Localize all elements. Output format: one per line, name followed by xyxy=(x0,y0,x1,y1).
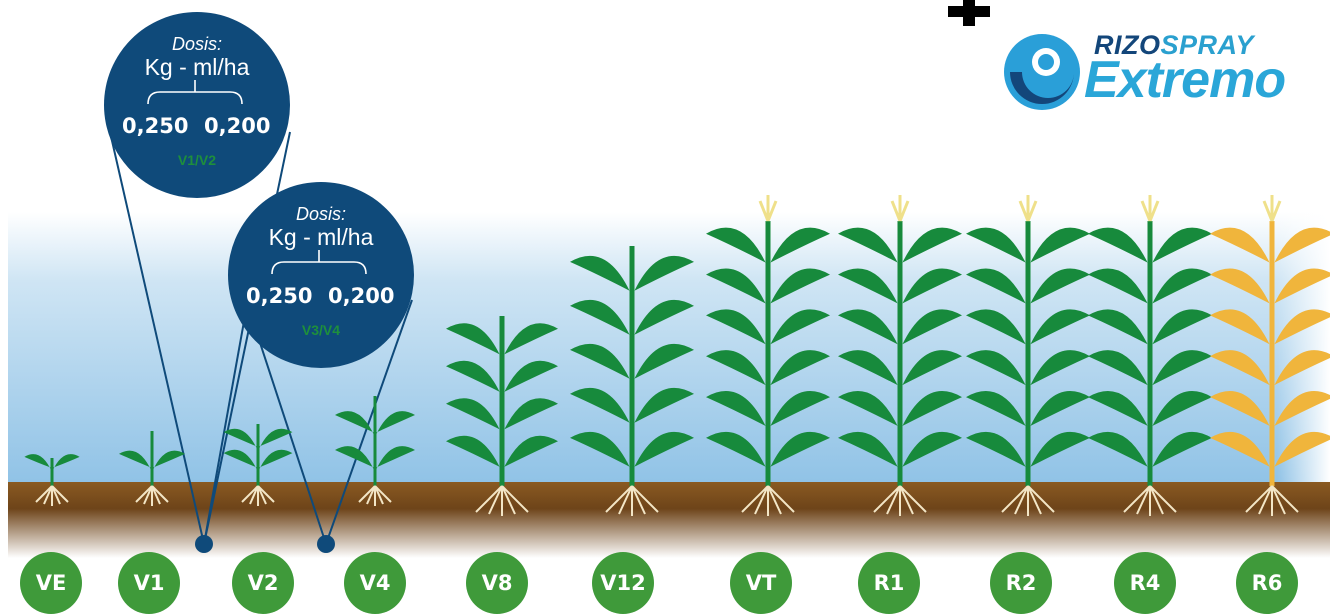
logo-wordmark: RIZOSPRAY xyxy=(1094,30,1254,61)
dose-value-kg: 0,250 xyxy=(246,284,313,308)
application-point-marker xyxy=(317,535,335,553)
dose-bracket xyxy=(147,80,243,105)
stage-badge-v12: V12 xyxy=(592,552,654,614)
logo-rizo: RIZO xyxy=(1094,30,1161,60)
stage-badge-r4: R4 xyxy=(1114,552,1176,614)
stage-badge-vt: VT xyxy=(730,552,792,614)
stage-badge-ve: VE xyxy=(20,552,82,614)
maize-plant-r6 xyxy=(1210,195,1330,516)
plus-icon xyxy=(948,0,990,26)
maize-plant-v2 xyxy=(223,424,293,506)
stage-badge-r1: R1 xyxy=(858,552,920,614)
maize-plant-v4 xyxy=(335,396,415,506)
dose-value-kg: 0,250 xyxy=(122,114,189,138)
maize-plant-v12 xyxy=(570,246,694,516)
dose-value-ml: 0,200 xyxy=(328,284,395,308)
soil-band xyxy=(8,482,1330,558)
dose-title: Dosis: xyxy=(295,204,346,224)
stage-badge-v4: V4 xyxy=(344,552,406,614)
dose-bracket xyxy=(271,250,367,275)
maize-plant-vt xyxy=(706,195,830,516)
maize-plant-ve xyxy=(24,454,80,506)
application-point-marker xyxy=(195,535,213,553)
rizospray-logo: RIZOSPRAY Extremo xyxy=(998,0,1318,110)
dose-callout-v1-v2: Dosis: Kg - ml/ha 0,250 0,200 V1/V2 xyxy=(104,12,290,198)
maize-plant-v1 xyxy=(119,431,185,506)
logo-swirl-icon xyxy=(1004,34,1080,110)
logo-spray: SPRAY xyxy=(1160,30,1255,60)
dose-stage: V3/V4 xyxy=(301,322,341,338)
stage-badge-v8: V8 xyxy=(466,552,528,614)
logo-product-name: Extremo xyxy=(1084,51,1286,109)
dose-unit: Kg - ml/ha xyxy=(268,224,374,250)
maize-plant-r1 xyxy=(838,195,962,516)
dose-value-ml: 0,200 xyxy=(204,114,271,138)
maize-plant-r4 xyxy=(1088,195,1212,516)
maize-plant-r2 xyxy=(966,195,1090,516)
maize-plant-v8 xyxy=(446,316,558,516)
dose-unit: Kg - ml/ha xyxy=(144,54,250,80)
stage-badge-v2: V2 xyxy=(232,552,294,614)
stage-badge-v1: V1 xyxy=(118,552,180,614)
dose-callout-v3-v4: Dosis: Kg - ml/ha 0,250 0,200 V3/V4 xyxy=(228,182,414,368)
stage-badge-r6: R6 xyxy=(1236,552,1298,614)
dose-title: Dosis: xyxy=(171,34,222,54)
stage-badge-r2: R2 xyxy=(990,552,1052,614)
dose-stage: V1/V2 xyxy=(177,152,217,168)
